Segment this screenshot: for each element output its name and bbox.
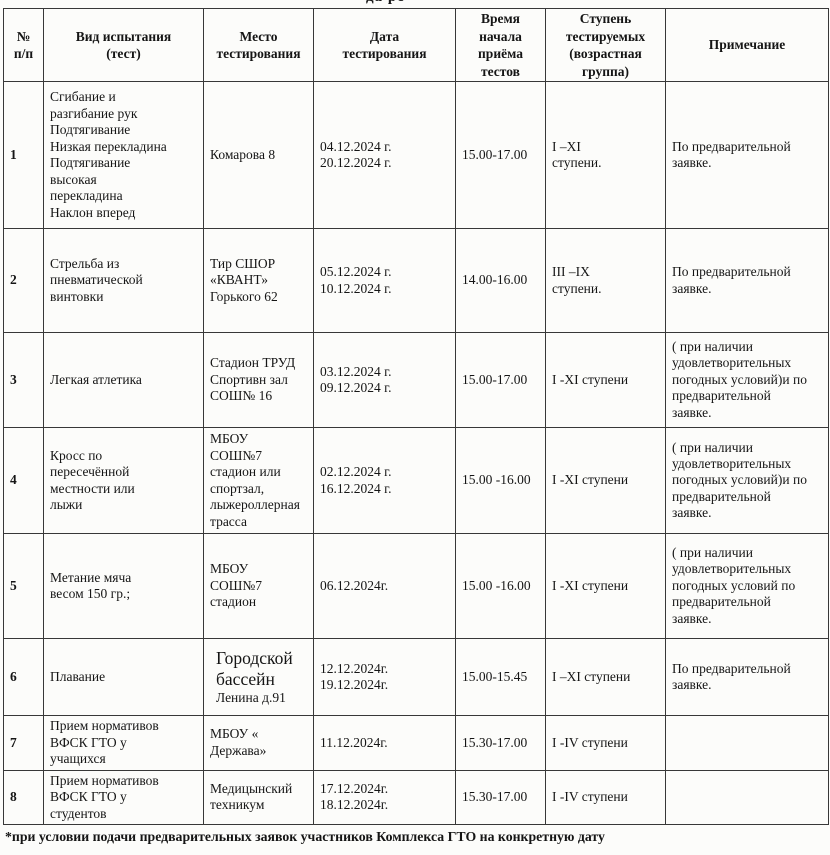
cell-test: Стрельба из пневматической винтовки xyxy=(43,228,204,334)
cell-time: 15.00 -16.00 xyxy=(455,533,546,640)
cell-stage: I -XI ступени xyxy=(545,427,666,535)
cell-num: 8 xyxy=(3,769,44,826)
cell-test: Прием нормативов ВФСК ГТО у учащихся xyxy=(43,715,204,771)
cell-place: Медицынский техникум xyxy=(203,769,314,826)
col-header-time: Время начала приёма тестов xyxy=(455,7,546,83)
cell-note: ( при наличии удовлетворительных погодны… xyxy=(665,533,829,640)
cell-note: По предварительной заявке. xyxy=(665,228,829,334)
cell-note: По предварительной заявке. xyxy=(665,638,829,717)
cell-place: Городской бассейн Ленина д.91 xyxy=(203,638,314,717)
table-row: 2 Стрельба из пневматической винтовки Ти… xyxy=(3,228,829,334)
cropped-title-text: да ре xyxy=(366,0,456,6)
cropped-title-fragment: да ре xyxy=(366,0,456,7)
table-row: 4 Кросс по пересечённой местности или лы… xyxy=(3,427,829,535)
footnote-text: *при условии подачи предварительных заяв… xyxy=(5,829,605,844)
cell-note: По предварительной заявке. xyxy=(665,81,829,230)
header-row: № п/п Вид испытания (тест) Место тестиро… xyxy=(3,7,829,83)
cell-time: 15.00-15.45 xyxy=(455,638,546,717)
col-header-note: Примечание xyxy=(665,7,829,83)
cell-num: 5 xyxy=(3,533,44,640)
table-row: 3 Легкая атлетика Стадион ТРУД Спортивн … xyxy=(3,332,829,429)
testing-schedule-table: № п/п Вид испытания (тест) Место тестиро… xyxy=(3,7,829,826)
cell-date: 04.12.2024 г. 20.12.2024 г. xyxy=(313,81,456,230)
table-row: 7 Прием нормативов ВФСК ГТО у учащихся М… xyxy=(3,715,829,771)
cell-test: Легкая атлетика xyxy=(43,332,204,429)
cell-place: МБОУ « Держава» xyxy=(203,715,314,771)
cell-place: МБОУ СОШ№7 стадион или спортзал, лыжерол… xyxy=(203,427,314,535)
cell-place: Комарова 8 xyxy=(203,81,314,230)
cell-date: 11.12.2024г. xyxy=(313,715,456,771)
place-main-text: Городской бассейн xyxy=(216,647,293,689)
cell-stage: I –XI ступени. xyxy=(545,81,666,230)
table-row: 6 Плавание Городской бассейн Ленина д.91… xyxy=(3,638,829,717)
cell-note: ( при наличии удовлетворительных погодны… xyxy=(665,427,829,535)
col-header-num: № п/п xyxy=(3,7,44,83)
cell-stage: I -XI ступени xyxy=(545,332,666,429)
cell-test: Прием нормативов ВФСК ГТО у студентов xyxy=(43,769,204,826)
cell-date: 03.12.2024 г. 09.12.2024 г. xyxy=(313,332,456,429)
cell-stage: III –IX ступени. xyxy=(545,228,666,334)
col-header-date: Дата тестирования xyxy=(313,7,456,83)
cell-note: ( при наличии удовлетворительных погодны… xyxy=(665,332,829,429)
cell-time: 15.00-17.00 xyxy=(455,332,546,429)
cell-test: Метание мяча весом 150 гр.; xyxy=(43,533,204,640)
col-header-test: Вид испытания (тест) xyxy=(43,7,204,83)
col-header-place: Место тестирования xyxy=(203,7,314,83)
cell-stage: I -IV ступени xyxy=(545,769,666,826)
table-row: 5 Метание мяча весом 150 гр.; МБОУ СОШ№7… xyxy=(3,533,829,640)
cell-num: 4 xyxy=(3,427,44,535)
cell-time: 14.00-16.00 xyxy=(455,228,546,334)
table-row: 1 Сгибание и разгибание рук Подтягивание… xyxy=(3,81,829,230)
cell-note xyxy=(665,715,829,771)
col-header-stage: Ступень тестируемых (возрастная группа) xyxy=(545,7,666,83)
cell-date: 12.12.2024г. 19.12.2024г. xyxy=(313,638,456,717)
cell-num: 3 xyxy=(3,332,44,429)
cell-place: МБОУ СОШ№7 стадион xyxy=(203,533,314,640)
cell-stage: I -XI ступени xyxy=(545,533,666,640)
cell-place: Тир СШОР «КВАНТ» Горького 62 xyxy=(203,228,314,334)
cell-date: 05.12.2024 г. 10.12.2024 г. xyxy=(313,228,456,334)
cell-num: 6 xyxy=(3,638,44,717)
table-row: 8 Прием нормативов ВФСК ГТО у студентов … xyxy=(3,769,829,826)
cell-time: 15.00 -16.00 xyxy=(455,427,546,535)
cell-date: 06.12.2024г. xyxy=(313,533,456,640)
cell-place: Стадион ТРУД Спортивн зал СОШ№ 16 xyxy=(203,332,314,429)
cell-num: 7 xyxy=(3,715,44,771)
cell-num: 1 xyxy=(3,81,44,230)
cell-note xyxy=(665,769,829,826)
cell-test: Плавание xyxy=(43,638,204,717)
cell-date: 17.12.2024г. 18.12.2024г. xyxy=(313,769,456,826)
cell-stage: I -IV ступени xyxy=(545,715,666,771)
cell-stage: I –XI ступени xyxy=(545,638,666,717)
cell-time: 15.00-17.00 xyxy=(455,81,546,230)
place-sub-text: Ленина д.91 xyxy=(216,690,286,706)
cell-time: 15.30-17.00 xyxy=(455,715,546,771)
cell-date: 02.12.2024 г. 16.12.2024 г. xyxy=(313,427,456,535)
cell-test: Кросс по пересечённой местности или лыжи xyxy=(43,427,204,535)
cell-test: Сгибание и разгибание рук Подтягивание Н… xyxy=(43,81,204,230)
cell-time: 15.30-17.00 xyxy=(455,769,546,826)
cell-num: 2 xyxy=(3,228,44,334)
